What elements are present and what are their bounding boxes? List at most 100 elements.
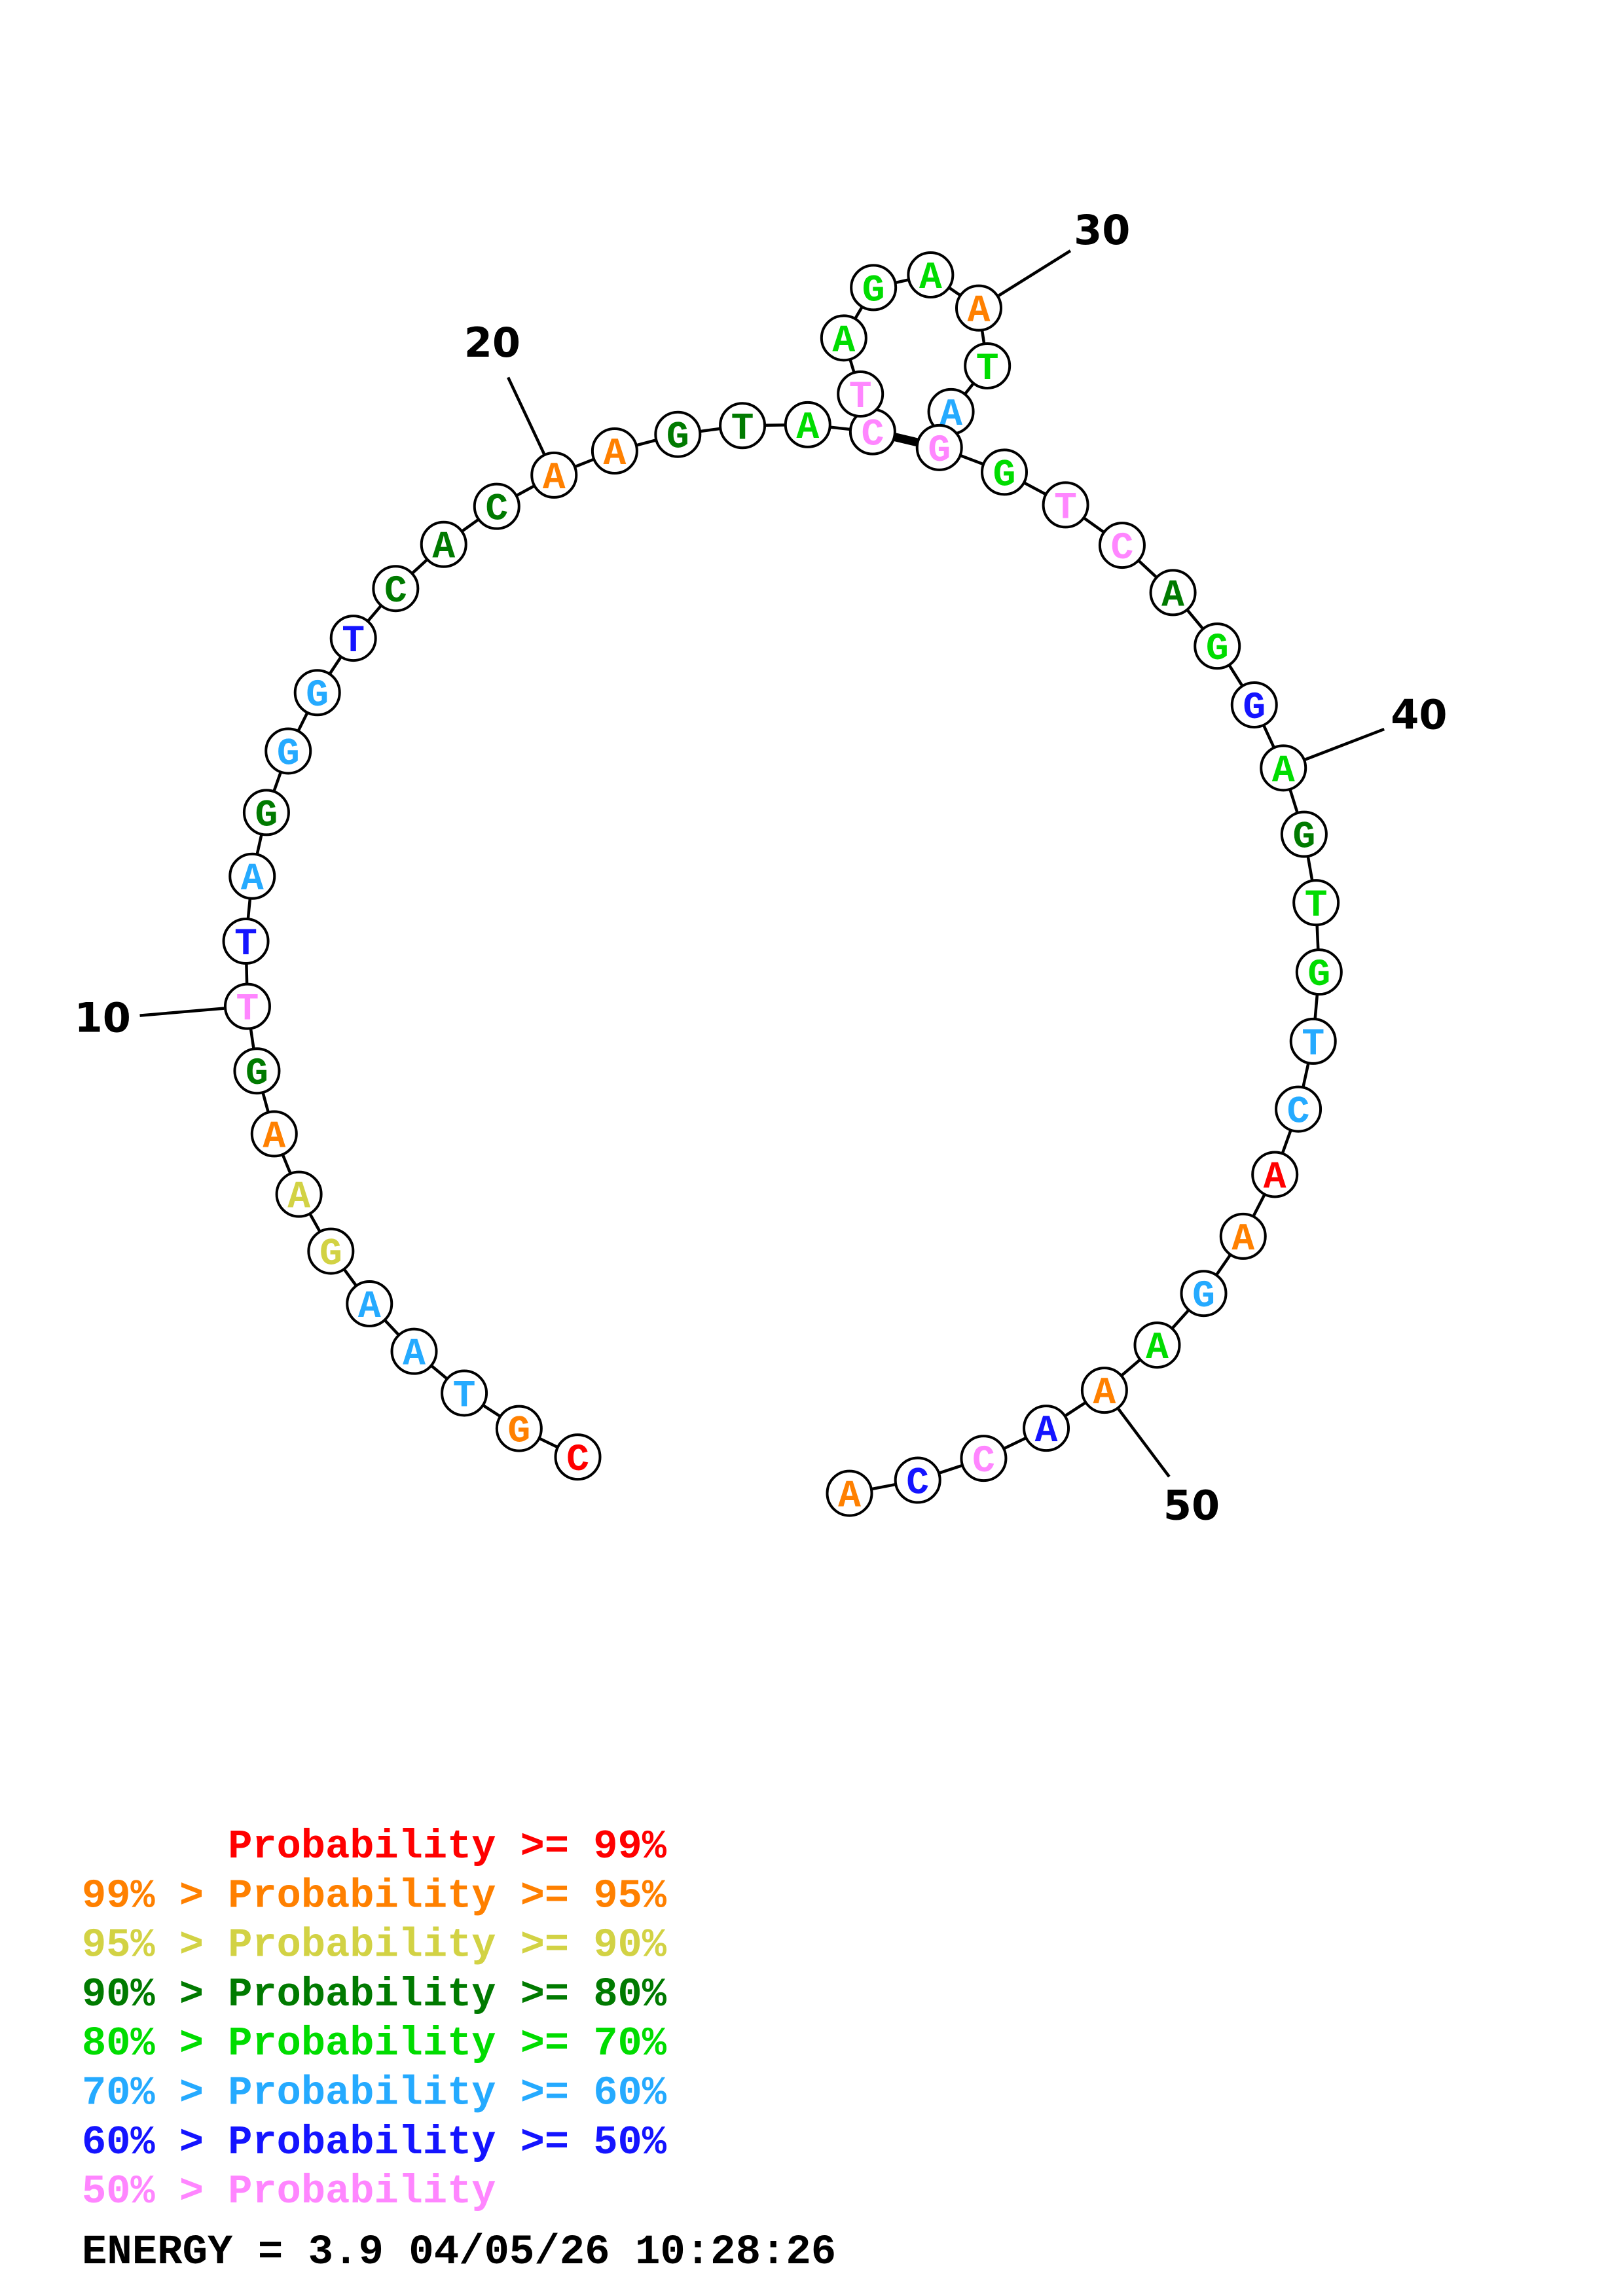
nucleotide-circle xyxy=(242,789,290,836)
nucleotide-26: T xyxy=(837,370,884,419)
nucleotide-letter: C xyxy=(906,1463,929,1505)
legend-row-yellow: 95% > Probability >= 90% xyxy=(82,1922,667,1969)
nucleotide-45: C xyxy=(1275,1085,1322,1134)
nucleotide-letter: G xyxy=(666,417,689,459)
nucleotide-circle xyxy=(1289,1017,1337,1065)
nucleotide-letter: A xyxy=(1035,1410,1058,1453)
legend-row-blue: 60% > Probability >= 50% xyxy=(82,2119,667,2166)
nucleotide-41: G xyxy=(1280,810,1328,859)
nucleotide-50: A xyxy=(1080,1367,1128,1415)
nucleotide-18: A xyxy=(420,520,467,569)
tick-label-40: 40 xyxy=(1391,691,1447,739)
nucleotide-letter: A xyxy=(403,1334,426,1376)
nucleotide-circle xyxy=(222,917,270,965)
nucleotide-letter: G xyxy=(507,1411,530,1454)
nucleotide-letter: A xyxy=(1231,1219,1254,1261)
nucleotide-circle xyxy=(1023,1405,1070,1452)
nucleotide-letter: G xyxy=(1307,954,1330,997)
nucleotide-letter: C xyxy=(972,1441,995,1483)
nucleotide-letter: A xyxy=(1146,1327,1169,1370)
nucleotide-letter: G xyxy=(319,1234,342,1276)
nucleotide-circle xyxy=(473,482,520,530)
nucleotide-circle xyxy=(1133,1321,1181,1369)
nucleotide-7: A xyxy=(275,1170,323,1219)
nucleotide-letter: A xyxy=(603,433,626,476)
nucleotide-circle xyxy=(1251,1151,1299,1198)
nucleotide-letter: T xyxy=(453,1376,476,1418)
nucleotide-circle xyxy=(907,251,955,299)
nucleotide-1: C xyxy=(554,1433,602,1482)
nucleotide-circle xyxy=(250,1110,298,1158)
nucleotide-circle xyxy=(1275,1085,1322,1133)
nucleotide-letter: C xyxy=(384,571,407,613)
nucleotide-28: G xyxy=(850,264,898,312)
nucleotide-circle xyxy=(420,520,467,568)
legend-row-darkgreen: 90% > Probability >= 80% xyxy=(82,1971,667,2018)
nucleotide-circle xyxy=(372,565,420,613)
tick-label-50: 50 xyxy=(1163,1482,1220,1530)
nucleotide-letter: A xyxy=(1093,1372,1116,1415)
nucleotide-letter: A xyxy=(919,257,942,300)
nucleotide-circle xyxy=(275,1170,323,1218)
nucleotide-circle xyxy=(820,314,867,362)
nucleotide-letter: A xyxy=(263,1116,285,1158)
nucleotide-circle xyxy=(264,727,312,775)
nucleotide-circle xyxy=(837,370,884,418)
nucleotide-16: T xyxy=(329,615,377,663)
nucleotide-13: G xyxy=(242,789,290,837)
legend-row-red: Probability >= 99% xyxy=(228,1823,667,1870)
probability-legend: Probability >= 99%99% > Probability >= 9… xyxy=(82,1823,667,2215)
nucleotide-circle xyxy=(390,1327,438,1375)
nucleotide-43: G xyxy=(1295,948,1343,997)
nucleotide-circle xyxy=(1149,569,1197,617)
nucleotide-36: C xyxy=(1098,522,1146,570)
nucleotide-27: A xyxy=(820,314,867,363)
nucleotide-circle xyxy=(955,284,1002,332)
nucleotide-circle xyxy=(1194,622,1241,670)
legend-row-pink: 50% > Probability xyxy=(82,2168,496,2215)
nucleotide-circle xyxy=(1080,1367,1128,1414)
nucleotide-letter: T xyxy=(234,924,257,966)
nucleotide-9: G xyxy=(233,1047,281,1096)
nucleotide-circle xyxy=(654,410,702,458)
tick-line-40 xyxy=(1305,727,1385,761)
nucleotide-38: G xyxy=(1194,622,1241,671)
nucleotide-40: A xyxy=(1260,744,1307,793)
nucleotide-37: A xyxy=(1149,569,1197,617)
nucleotide-letter: T xyxy=(342,620,365,663)
nucleotide-circle xyxy=(554,1433,602,1481)
nucleotide-circle xyxy=(1292,879,1340,927)
nucleotide-48: G xyxy=(1180,1270,1228,1318)
nucleotide-letter: G xyxy=(862,270,885,312)
nucleotide-circle xyxy=(495,1405,543,1452)
nucleotide-circle xyxy=(981,448,1029,496)
nucleotide-4: A xyxy=(390,1327,438,1376)
nucleotide-32: A xyxy=(927,387,975,437)
nucleotide-22: G xyxy=(654,410,702,459)
nucleotide-circle xyxy=(530,451,578,499)
nucleotide-letter: A xyxy=(838,1476,861,1518)
nucleotide-letter: T xyxy=(731,408,754,450)
nucleotide-letter: T xyxy=(1054,487,1077,529)
nucleotide-circle xyxy=(329,615,377,662)
nucleotide-54: A xyxy=(826,1469,873,1518)
nucleotide-circle xyxy=(1180,1270,1228,1318)
nucleotide-circle xyxy=(233,1047,281,1095)
nucleotide-circle xyxy=(1280,810,1328,858)
nucleotide-17: C xyxy=(372,565,420,613)
nucleotide-46: A xyxy=(1251,1151,1299,1199)
nucleotide-circle xyxy=(228,852,276,900)
tick-line-30 xyxy=(998,249,1072,297)
nucleotide-letter: G xyxy=(277,733,300,776)
nucleotide-letter: T xyxy=(236,989,259,1031)
nucleotide-letter: A xyxy=(1272,750,1295,793)
nucleotide-letter: G xyxy=(993,454,1016,497)
nucleotide-33: G xyxy=(915,423,963,473)
nucleotide-letter: C xyxy=(1287,1092,1310,1134)
nucleotide-6: G xyxy=(307,1227,355,1276)
nucleotide-30: A xyxy=(955,284,1002,333)
tick-line-10 xyxy=(139,1007,225,1017)
